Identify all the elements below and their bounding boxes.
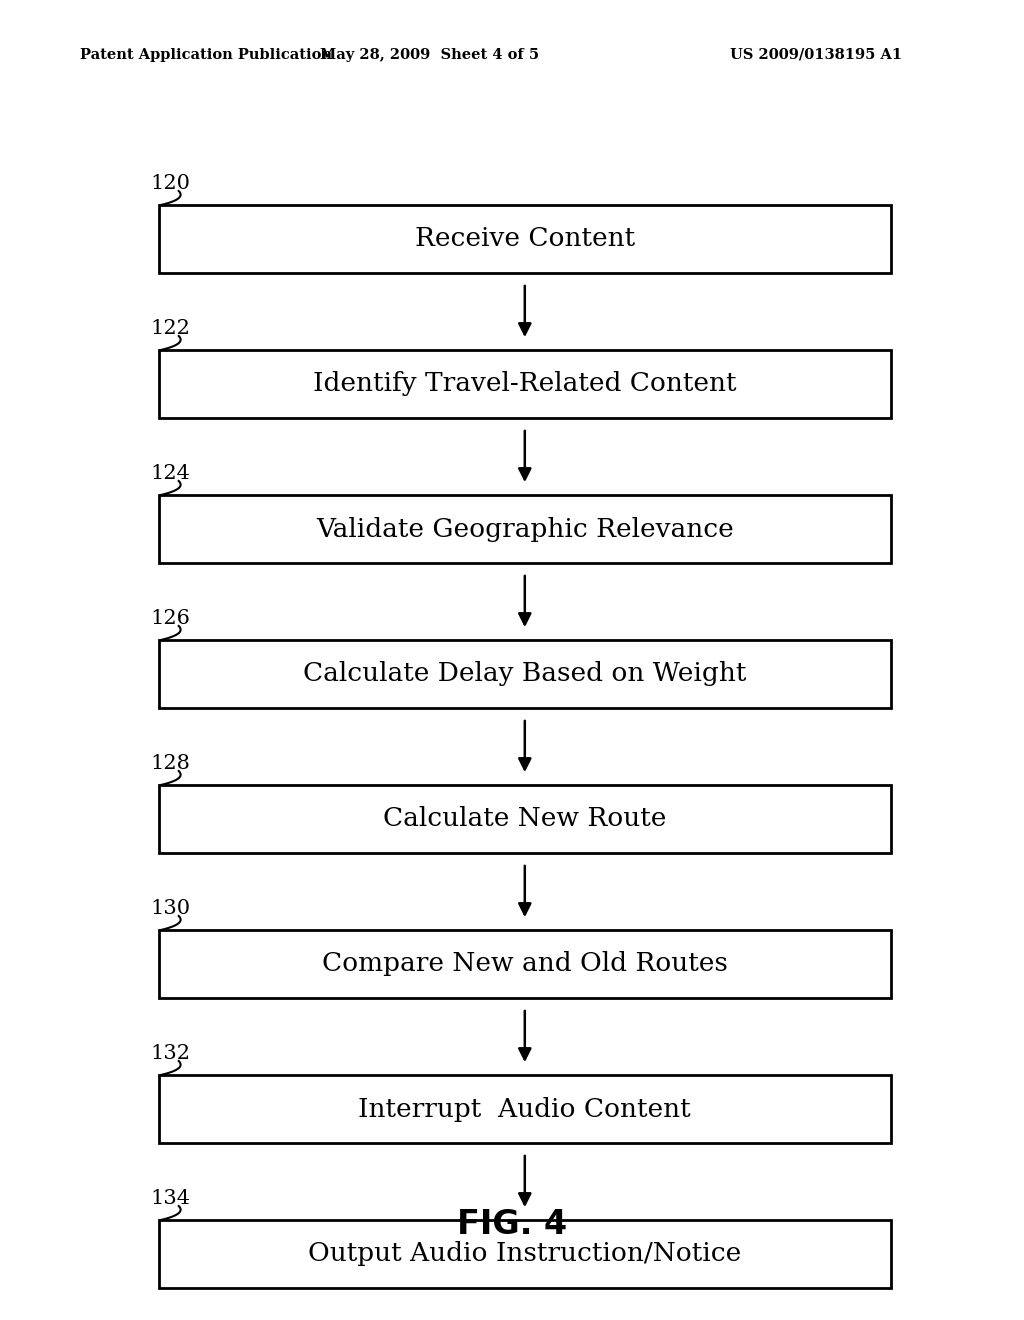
Text: Identify Travel-Related Content: Identify Travel-Related Content [313, 371, 736, 396]
Text: 130: 130 [151, 899, 190, 917]
Text: 128: 128 [151, 754, 190, 774]
Text: Calculate Delay Based on Weight: Calculate Delay Based on Weight [303, 661, 746, 686]
Bar [159, 1074, 891, 1143]
Bar [159, 205, 891, 273]
Text: Output Audio Instruction/Notice: Output Audio Instruction/Notice [308, 1242, 741, 1266]
Bar [159, 350, 891, 418]
Text: 120: 120 [151, 174, 190, 193]
Bar [159, 1220, 891, 1288]
Text: US 2009/0138195 A1: US 2009/0138195 A1 [730, 48, 902, 62]
Text: Patent Application Publication: Patent Application Publication [80, 48, 332, 62]
Text: FIG. 4: FIG. 4 [457, 1209, 567, 1242]
Text: 122: 122 [151, 319, 190, 338]
Bar [159, 640, 891, 708]
Text: Compare New and Old Routes: Compare New and Old Routes [322, 952, 728, 977]
Text: Validate Geographic Relevance: Validate Geographic Relevance [316, 516, 733, 541]
Text: 134: 134 [151, 1189, 190, 1208]
Text: 132: 132 [151, 1044, 190, 1063]
Text: Calculate New Route: Calculate New Route [383, 807, 667, 832]
Text: 124: 124 [151, 465, 190, 483]
Text: 126: 126 [151, 609, 190, 628]
Bar [159, 495, 891, 564]
Bar [159, 931, 891, 998]
Bar [159, 785, 891, 853]
Text: Receive Content: Receive Content [415, 227, 635, 252]
Text: May 28, 2009  Sheet 4 of 5: May 28, 2009 Sheet 4 of 5 [321, 48, 540, 62]
Text: Interrupt  Audio Content: Interrupt Audio Content [358, 1097, 691, 1122]
